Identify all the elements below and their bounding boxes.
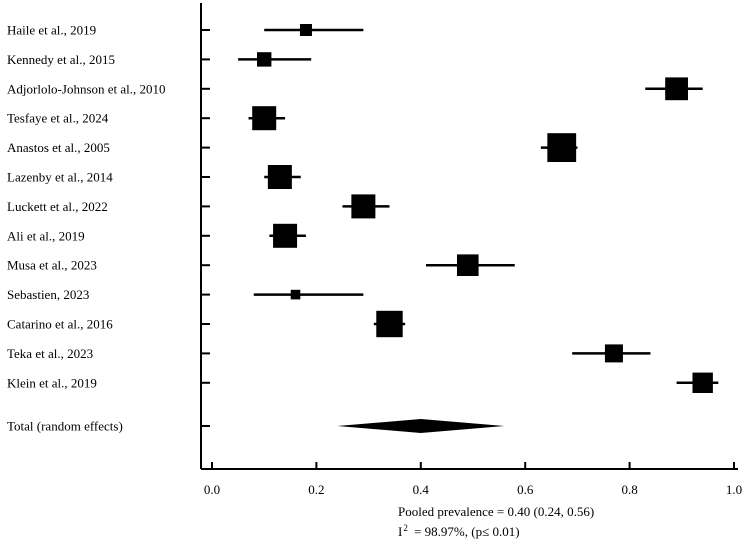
- axes: 0.0 0.2 0.4 0.6 0.8 1.0: [200, 3, 742, 497]
- chart-marks: [238, 24, 719, 433]
- heterogeneity-exponent: 2: [403, 523, 408, 533]
- estimate-square: [665, 77, 688, 101]
- study-label: Tesfaye et al., 2024: [7, 111, 109, 126]
- x-tick-label: 0.0: [204, 482, 220, 497]
- study-label: Kennedy et al., 2015: [7, 52, 115, 67]
- study-label: Ali et al., 2019: [7, 228, 85, 243]
- estimate-square: [376, 310, 403, 338]
- study-label: Adjorlolo-Johnson et al., 2010: [7, 81, 166, 96]
- study-labels: Haile et al., 2019 Kennedy et al., 2015 Ad…: [7, 23, 166, 434]
- study-label: Haile et al., 2019: [7, 23, 96, 38]
- study-label: Anastos et al., 2005: [7, 140, 110, 155]
- total-label: Total (random effects): [7, 419, 123, 434]
- estimate-square: [692, 372, 713, 393]
- estimate-square: [299, 24, 312, 36]
- x-tick-label: 1.0: [726, 482, 742, 497]
- pooled-estimate-diamond: [337, 419, 505, 433]
- heterogeneity-symbol: I: [398, 524, 403, 539]
- study-label: Sebastien, 2023: [7, 287, 89, 302]
- x-tick-label: 0.2: [308, 482, 324, 497]
- study-label: Klein et al., 2019: [7, 375, 97, 390]
- estimate-square: [547, 133, 577, 162]
- pooled-prevalence-text: Pooled prevalence = 0.40 (0.24, 0.56): [398, 504, 595, 519]
- estimate-square: [604, 344, 623, 363]
- estimate-square: [351, 194, 376, 219]
- estimate-square: [456, 254, 479, 276]
- estimate-square: [252, 106, 277, 131]
- x-tick-label: 0.6: [517, 482, 534, 497]
- heterogeneity-text: I2 = 98.97%, (p≤ 0.01): [398, 523, 520, 540]
- study-label: Teka et al., 2023: [7, 346, 93, 361]
- study-label: Lazenby et al., 2014: [7, 170, 113, 185]
- study-label: Luckett et al., 2022: [7, 199, 108, 214]
- x-tick-label: 0.8: [621, 482, 637, 497]
- study-label: Musa et al., 2023: [7, 258, 97, 273]
- study-label: Catarino et al., 2016: [7, 317, 113, 332]
- estimate-square: [273, 223, 298, 248]
- x-tick-label: 0.4: [413, 482, 430, 497]
- estimate-square: [257, 52, 272, 67]
- estimate-square: [290, 289, 301, 300]
- estimate-square: [267, 165, 292, 189]
- heterogeneity-value: = 98.97%, (p≤ 0.01): [410, 524, 520, 539]
